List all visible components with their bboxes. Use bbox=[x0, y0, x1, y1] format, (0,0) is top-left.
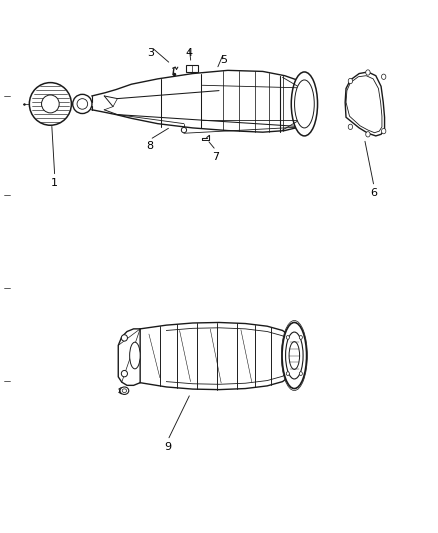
Ellipse shape bbox=[366, 132, 370, 137]
Ellipse shape bbox=[291, 72, 318, 136]
Ellipse shape bbox=[289, 342, 300, 369]
Polygon shape bbox=[345, 72, 385, 136]
Ellipse shape bbox=[120, 387, 129, 394]
Polygon shape bbox=[118, 329, 140, 385]
Ellipse shape bbox=[294, 80, 314, 128]
Text: 4: 4 bbox=[186, 49, 193, 58]
Ellipse shape bbox=[29, 83, 71, 125]
Ellipse shape bbox=[282, 322, 307, 389]
Ellipse shape bbox=[77, 99, 88, 109]
Ellipse shape bbox=[286, 336, 290, 340]
Ellipse shape bbox=[73, 94, 92, 114]
Bar bbox=[186, 65, 198, 72]
Ellipse shape bbox=[348, 78, 353, 84]
Ellipse shape bbox=[122, 389, 127, 392]
Text: 6: 6 bbox=[371, 188, 378, 198]
Ellipse shape bbox=[381, 74, 386, 79]
Ellipse shape bbox=[121, 335, 127, 341]
Ellipse shape bbox=[286, 332, 303, 379]
Text: 9: 9 bbox=[164, 442, 171, 451]
Ellipse shape bbox=[121, 370, 127, 377]
Ellipse shape bbox=[299, 336, 302, 340]
Ellipse shape bbox=[348, 124, 353, 130]
Text: 3: 3 bbox=[148, 49, 155, 58]
Text: 8: 8 bbox=[146, 141, 153, 151]
Ellipse shape bbox=[299, 372, 302, 375]
Ellipse shape bbox=[181, 127, 187, 133]
Text: 1: 1 bbox=[51, 178, 58, 188]
Ellipse shape bbox=[366, 70, 370, 75]
Ellipse shape bbox=[381, 128, 386, 134]
Ellipse shape bbox=[130, 342, 140, 369]
Polygon shape bbox=[346, 76, 382, 133]
Ellipse shape bbox=[42, 95, 59, 113]
Ellipse shape bbox=[286, 372, 290, 375]
Text: 5: 5 bbox=[220, 55, 227, 65]
Text: 7: 7 bbox=[212, 152, 219, 161]
